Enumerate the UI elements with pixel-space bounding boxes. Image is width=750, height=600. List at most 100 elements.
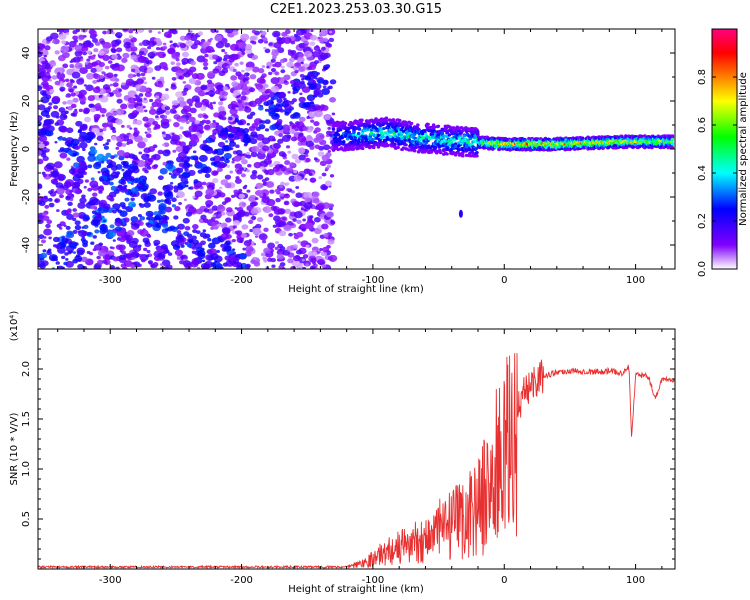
speckle-mark [114,39,122,45]
speckle-mark [48,202,55,208]
speckle-mark [55,115,60,119]
speckle-mark [98,50,105,56]
speckle-mark [291,153,299,160]
speckle-mark [250,173,258,180]
speckle-mark [229,43,239,51]
speckle-mark [154,65,162,71]
speckle-mark [93,48,99,53]
speckle-mark [298,226,302,230]
speckle-mark [242,88,251,95]
speckle-mark [170,61,176,65]
speckle-mark [287,258,294,264]
speckle-mark [55,244,62,249]
speckle-mark [246,169,250,173]
speckle-mark [109,83,113,87]
x-tick-label: -200 [230,575,253,586]
speckle-mark [77,178,84,184]
ridge-mark [409,121,414,126]
ridge-mark [394,129,399,133]
speckle-mark [38,63,42,69]
speckle-mark [263,247,272,254]
speckle-mark [225,29,234,34]
speckle-mark [249,228,254,233]
speckle-mark [148,29,153,33]
speckle-mark [51,40,56,44]
ridge-mark [475,132,480,136]
speckle-mark [86,250,91,254]
speckle-mark [191,73,199,79]
speckle-mark [116,98,123,104]
speckle-mark [292,218,297,222]
speckle-mark [257,106,264,111]
speckle-mark [122,29,129,32]
speckle-mark [125,155,129,159]
speckle-mark [158,202,167,210]
speckle-mark [296,81,302,86]
speckle-mark [283,36,292,44]
speckle-mark [234,178,242,184]
speckle-mark [101,114,105,117]
speckle-mark [192,223,199,230]
ridge-mark [670,134,675,138]
speckle-mark [149,188,158,195]
speckle-mark [254,235,259,238]
speckle-mark [317,36,321,40]
speckle-mark [280,69,286,74]
speckle-mark [70,92,76,97]
ridge-mark [343,121,348,125]
speckle-mark [303,208,307,212]
speckle-mark [144,169,149,174]
speckle-mark [217,223,222,227]
speckle-mark [221,145,230,152]
speckle-mark [175,58,180,62]
colorbar-tick-label: 0.2 [697,213,708,229]
speckle-mark [82,51,88,56]
speckle-mark [121,250,126,255]
ridge-mark [475,151,479,155]
speckle-mark [310,29,314,33]
speckle-mark [138,253,144,258]
speckle-mark [279,58,286,64]
speckle-mark [227,103,236,110]
speckle-mark [293,211,303,219]
speckle-mark [136,182,145,190]
speckle-mark [229,256,237,262]
speckle-mark [319,160,327,167]
speckle-mark [48,190,53,195]
speckle-mark [163,66,169,71]
speckle-mark [229,147,234,151]
speckle-mark [131,160,137,165]
speckle-mark [75,29,80,33]
speckle-mark [292,255,301,262]
speckle-mark [48,236,52,240]
speckle-mark [128,35,134,39]
speckle-mark [69,197,74,202]
speckle-mark [135,31,139,34]
speckle-mark [198,154,208,162]
speckle-mark [54,50,60,55]
speckle-mark [129,127,133,130]
speckle-mark [102,254,111,261]
speckle-mark [251,66,260,73]
speckle-mark [232,68,237,73]
speckle-mark [194,190,203,198]
speckle-mark [175,236,179,239]
speckle-mark [156,51,163,57]
speckle-mark [59,152,68,159]
speckle-mark [163,115,168,119]
speckle-mark [315,132,325,141]
speckle-mark [298,116,306,123]
speckle-mark [172,244,181,251]
speckle-mark [208,182,215,188]
speckle-mark [85,84,94,92]
speckle-mark [72,153,77,157]
speckle-mark [286,134,291,139]
speckle-mark [301,228,306,232]
speckle-mark [262,145,270,152]
speckle-mark [290,190,295,194]
speckle-mark [167,47,176,55]
speckle-mark [164,206,173,213]
speckle-mark [274,113,279,117]
speckle-mark [69,64,75,69]
speckle-mark [157,31,161,34]
